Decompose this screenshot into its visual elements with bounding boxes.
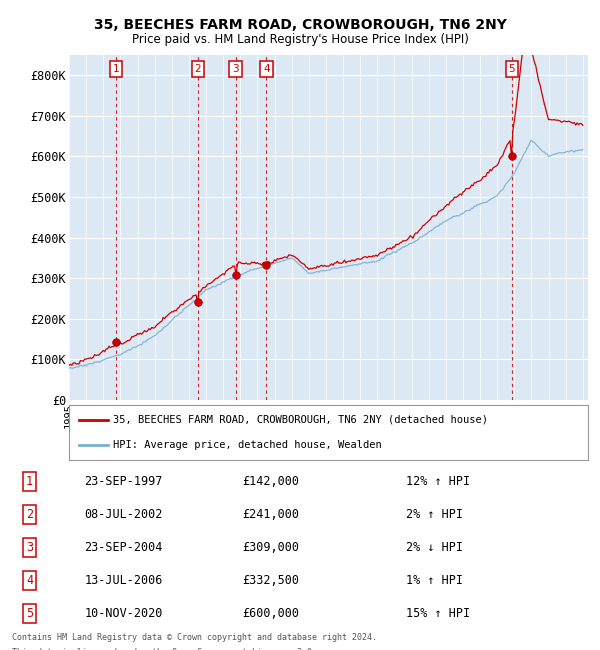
Text: 08-JUL-2002: 08-JUL-2002 — [85, 508, 163, 521]
Text: 2: 2 — [26, 508, 33, 521]
Text: 2: 2 — [194, 64, 201, 74]
Text: 35, BEECHES FARM ROAD, CROWBOROUGH, TN6 2NY (detached house): 35, BEECHES FARM ROAD, CROWBOROUGH, TN6 … — [113, 415, 488, 425]
Text: £309,000: £309,000 — [242, 541, 299, 554]
Text: 2% ↑ HPI: 2% ↑ HPI — [406, 508, 463, 521]
Text: £332,500: £332,500 — [242, 574, 299, 587]
Text: £241,000: £241,000 — [242, 508, 299, 521]
Text: 1% ↑ HPI: 1% ↑ HPI — [406, 574, 463, 587]
Text: 4: 4 — [263, 64, 270, 74]
Text: 12% ↑ HPI: 12% ↑ HPI — [406, 475, 470, 488]
Text: £142,000: £142,000 — [242, 475, 299, 488]
Text: 3: 3 — [232, 64, 239, 74]
Text: 1: 1 — [26, 475, 33, 488]
Text: 13-JUL-2006: 13-JUL-2006 — [85, 574, 163, 587]
Text: Contains HM Land Registry data © Crown copyright and database right 2024.: Contains HM Land Registry data © Crown c… — [12, 633, 377, 642]
Text: 2% ↓ HPI: 2% ↓ HPI — [406, 541, 463, 554]
Text: £600,000: £600,000 — [242, 607, 299, 620]
Text: 5: 5 — [26, 607, 33, 620]
Text: 4: 4 — [26, 574, 33, 587]
Text: This data is licensed under the Open Government Licence v3.0.: This data is licensed under the Open Gov… — [12, 647, 317, 650]
Text: 5: 5 — [509, 64, 515, 74]
Text: 3: 3 — [26, 541, 33, 554]
Text: 23-SEP-2004: 23-SEP-2004 — [85, 541, 163, 554]
Text: 1: 1 — [112, 64, 119, 74]
Text: 10-NOV-2020: 10-NOV-2020 — [85, 607, 163, 620]
Text: HPI: Average price, detached house, Wealden: HPI: Average price, detached house, Weal… — [113, 440, 382, 450]
Text: Price paid vs. HM Land Registry's House Price Index (HPI): Price paid vs. HM Land Registry's House … — [131, 32, 469, 46]
Text: 23-SEP-1997: 23-SEP-1997 — [85, 475, 163, 488]
Text: 15% ↑ HPI: 15% ↑ HPI — [406, 607, 470, 620]
Text: 35, BEECHES FARM ROAD, CROWBOROUGH, TN6 2NY: 35, BEECHES FARM ROAD, CROWBOROUGH, TN6 … — [94, 18, 506, 32]
